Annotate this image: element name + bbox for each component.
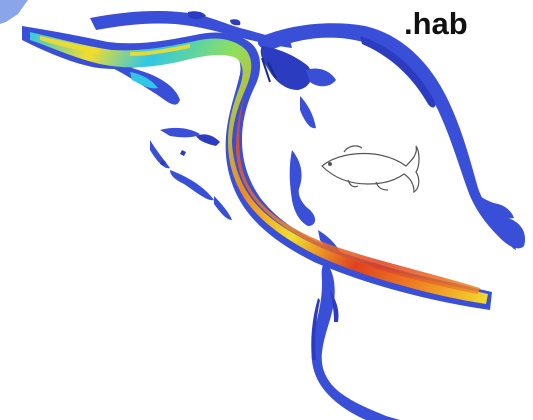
side-channel-right-branch xyxy=(470,188,514,219)
side-channel-right-trickle xyxy=(497,206,516,250)
side-channel-small-pools xyxy=(188,11,241,26)
junction-dark-line xyxy=(261,57,277,83)
main-channel-left-spur-inner xyxy=(130,72,158,89)
file-extension-label: .hab xyxy=(404,6,468,41)
corner-water-patch xyxy=(0,0,28,24)
side-channel-right xyxy=(258,23,526,249)
side-channel-right-inner xyxy=(360,36,436,108)
upper-reach-highlight xyxy=(40,36,190,56)
junction-pool-2 xyxy=(306,68,336,87)
backwater-fragments-left xyxy=(150,127,232,220)
main-channel-peak-zone xyxy=(236,96,480,294)
junction-pool xyxy=(260,46,312,90)
fish-icon xyxy=(321,145,420,194)
side-channel-upper xyxy=(90,11,292,48)
backwater-fragments-left-2 xyxy=(160,134,220,166)
tributary-lower-edge xyxy=(311,290,339,360)
backwater-fragments-mid xyxy=(289,96,340,253)
